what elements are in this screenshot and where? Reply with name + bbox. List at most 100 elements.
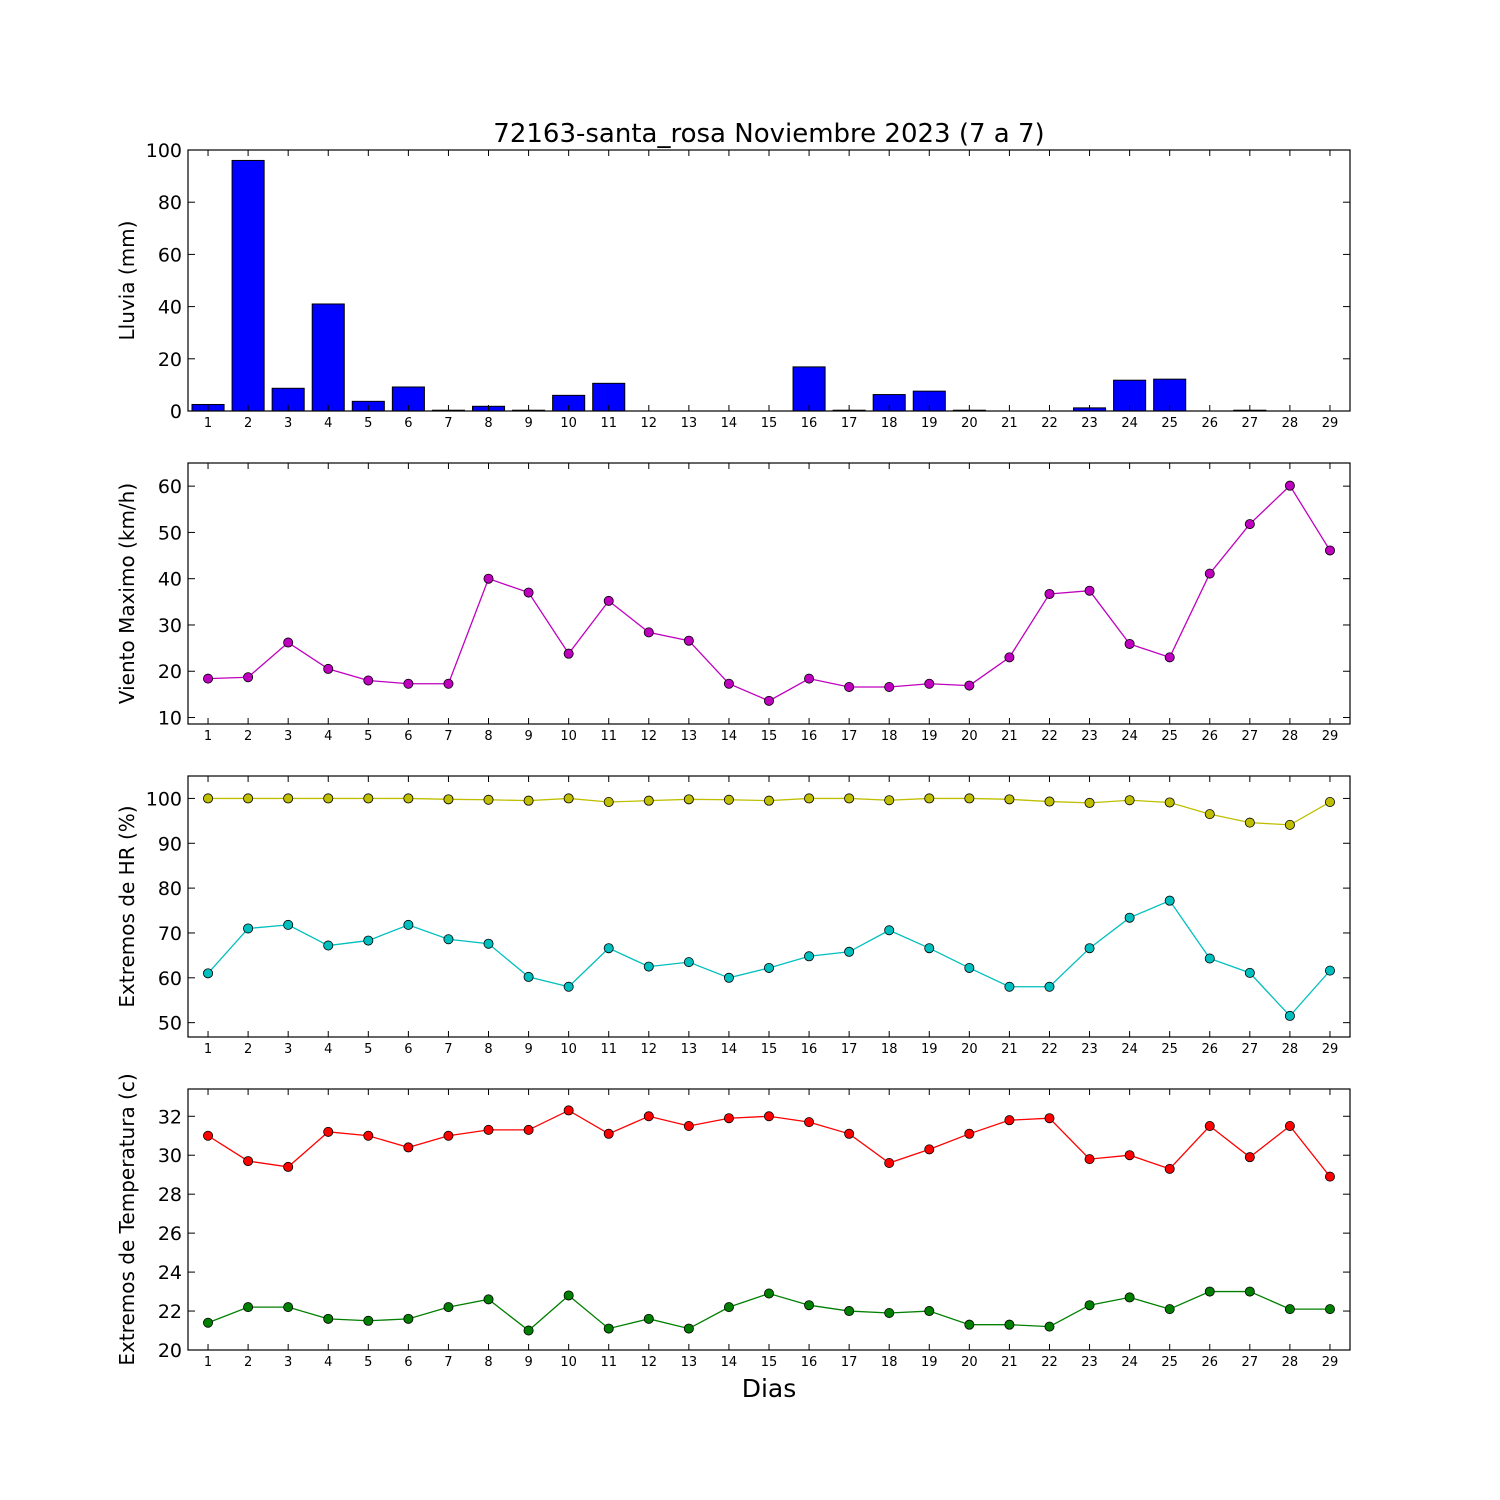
data-point (563, 648, 574, 659)
y-tick-label: 0 (170, 401, 182, 423)
data-point (403, 1313, 414, 1324)
y-tick-label: 30 (158, 615, 182, 637)
x-tick-label: 5 (364, 1355, 372, 1370)
data-point (1124, 638, 1135, 649)
data-point (1004, 981, 1015, 992)
x-tick-label: 19 (921, 729, 938, 744)
data-point (1284, 819, 1295, 830)
x-tick-label: 4 (324, 1042, 332, 1057)
data-point (683, 635, 694, 646)
data-point (1124, 795, 1135, 806)
x-tick-label: 6 (404, 729, 412, 744)
data-point (1284, 1304, 1295, 1315)
x-tick-label: 25 (1161, 1355, 1178, 1370)
x-tick-label: 10 (560, 729, 577, 744)
data-point (203, 1130, 214, 1141)
data-point (643, 1313, 654, 1324)
x-tick-label: 23 (1081, 1355, 1098, 1370)
data-point (924, 678, 935, 689)
x-tick-label: 23 (1081, 416, 1098, 431)
data-point (1324, 1304, 1335, 1315)
data-point (683, 1121, 694, 1132)
x-tick-label: 18 (881, 1042, 898, 1057)
x-tick-label: 12 (641, 1042, 658, 1057)
data-point (844, 793, 855, 804)
data-point (523, 1124, 534, 1135)
x-tick-label: 11 (600, 1355, 617, 1370)
rain-bar (1113, 379, 1147, 412)
rain-bar (311, 303, 345, 412)
data-point (603, 797, 614, 808)
data-point (884, 795, 895, 806)
data-point (683, 794, 694, 805)
data-point (203, 673, 214, 684)
data-point (523, 587, 534, 598)
y-tick-label: 32 (158, 1106, 182, 1128)
data-point (723, 794, 734, 805)
data-point (844, 1306, 855, 1317)
data-point (443, 678, 454, 689)
data-point (563, 1105, 574, 1116)
y-tick-label: 28 (158, 1184, 182, 1206)
y-tick-label: 24 (158, 1262, 182, 1284)
x-tick-label: 27 (1242, 1355, 1259, 1370)
x-tick-label: 4 (324, 1355, 332, 1370)
x-tick-label: 19 (921, 1355, 938, 1370)
data-point (1244, 1286, 1255, 1297)
data-point (1084, 943, 1095, 954)
data-point (1004, 1319, 1015, 1330)
x-tick-label: 13 (681, 729, 698, 744)
panel-4-marks (203, 1105, 1335, 1336)
data-point (483, 1124, 494, 1135)
y-tick-label: 50 (158, 1013, 182, 1035)
data-point (363, 675, 374, 686)
data-point (804, 793, 815, 804)
y-axis-label: Extremos de Temperatura (c) (115, 1073, 139, 1365)
x-tick-label: 4 (324, 416, 332, 431)
y-tick-label: 30 (158, 1145, 182, 1167)
data-point (323, 1313, 334, 1324)
data-point (804, 1300, 815, 1311)
x-tick-label: 25 (1161, 1042, 1178, 1057)
data-point (1004, 652, 1015, 663)
data-point (1044, 588, 1055, 599)
x-tick-label: 19 (921, 1042, 938, 1057)
data-point (1044, 1321, 1055, 1332)
x-tick-label: 7 (444, 416, 452, 431)
x-tick-label: 28 (1282, 416, 1299, 431)
x-tick-label: 26 (1201, 729, 1218, 744)
x-tick-label: 2 (244, 416, 252, 431)
data-point (603, 1323, 614, 1334)
x-tick-label: 29 (1322, 1355, 1339, 1370)
data-point (323, 793, 334, 804)
data-point (764, 1288, 775, 1299)
data-point (683, 1323, 694, 1334)
data-point (283, 919, 294, 930)
x-tick-label: 9 (524, 1042, 532, 1057)
y-tick-label: 10 (158, 708, 182, 730)
x-tick-label: 8 (484, 416, 492, 431)
data-point (443, 934, 454, 945)
x-tick-label: 20 (961, 729, 978, 744)
data-point (723, 1113, 734, 1124)
data-point (403, 1142, 414, 1153)
x-tick-label: 18 (881, 416, 898, 431)
data-point (1084, 1300, 1095, 1311)
data-point (844, 681, 855, 692)
data-point (804, 951, 815, 962)
x-tick-label: 28 (1282, 1042, 1299, 1057)
y-tick-label: 70 (158, 923, 182, 945)
data-point (1244, 817, 1255, 828)
x-tick-label: 9 (524, 1355, 532, 1370)
x-tick-label: 7 (444, 729, 452, 744)
y-tick-label: 20 (158, 661, 182, 683)
data-point (443, 1302, 454, 1313)
x-tick-label: 24 (1121, 1355, 1138, 1370)
y-tick-label: 100 (146, 788, 182, 810)
data-point (844, 946, 855, 957)
data-point (1204, 809, 1215, 820)
y-axis-label: Lluvia (mm) (115, 221, 139, 341)
x-tick-label: 29 (1322, 1042, 1339, 1057)
x-tick-label: 28 (1282, 1355, 1299, 1370)
